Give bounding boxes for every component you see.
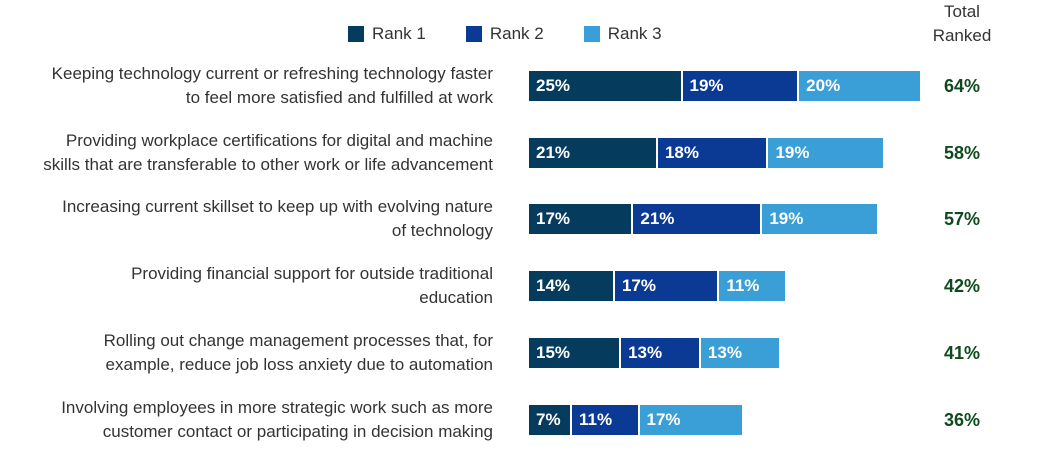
bar-segment-rank-1: 25% [529, 71, 681, 101]
legend-label-rank-2: Rank 2 [489, 24, 544, 43]
legend-item-rank-1: Rank 1 [348, 24, 426, 44]
bar-segment-rank-1: 17% [529, 204, 632, 234]
legend-swatch-rank-1 [348, 26, 364, 42]
bar-segment-rank-3: 11% [719, 271, 785, 301]
category-label-line: skills that are transferable to other wo… [43, 155, 493, 174]
category-label-line: to feel more satisfied and fulfilled at … [185, 88, 493, 107]
total-ranked-value: 36% [943, 410, 981, 430]
total-ranked-header: Total Ranked [920, 0, 1004, 48]
bar-segment-rank-3: 19% [762, 204, 877, 234]
category-label: Providing financial support for outside … [0, 262, 493, 310]
category-label-line: Keeping technology current or refreshing… [51, 64, 493, 83]
bar-segment-rank-2: 17% [614, 271, 718, 301]
legend-item-rank-3: Rank 3 [583, 24, 662, 44]
total-header-line-2: Ranked [932, 26, 992, 45]
category-label: Involving employees in more strategic wo… [0, 396, 493, 444]
legend: Rank 1 Rank 2 Rank 3 [348, 24, 662, 44]
bar-segment-rank-2: 19% [682, 71, 798, 101]
total-ranked-value: 41% [943, 343, 981, 363]
category-label-line: Involving employees in more strategic wo… [61, 398, 493, 417]
category-label-line: Providing workplace certifications for d… [65, 131, 493, 150]
bar-segment-rank-3: 13% [700, 338, 779, 368]
bar-segment-rank-2: 11% [571, 405, 638, 435]
category-label: Keeping technology current or refreshing… [0, 62, 493, 110]
legend-label-rank-1: Rank 1 [372, 24, 426, 43]
category-label-line: Increasing current skillset to keep up w… [62, 197, 493, 216]
category-label-line: of technology [391, 221, 493, 240]
bar-segment-rank-2: 13% [621, 338, 699, 368]
category-label-line: example, reduce job loss anxiety due to … [105, 355, 493, 374]
legend-label-rank-3: Rank 3 [607, 24, 662, 43]
category-label-line: Providing financial support for outside … [131, 264, 493, 283]
total-ranked-value: 58% [943, 143, 981, 163]
category-label: Rolling out change management processes … [0, 329, 493, 377]
total-ranked-value: 42% [943, 276, 981, 296]
category-label: Increasing current skillset to keep up w… [0, 195, 493, 243]
category-label-line: Rolling out change management processes … [103, 331, 493, 350]
bar-segment-rank-2: 18% [657, 138, 767, 168]
legend-swatch-rank-2 [465, 26, 482, 42]
bar-segment-rank-3: 17% [639, 405, 742, 435]
legend-swatch-rank-3 [583, 26, 600, 42]
bar-segment-rank-2: 21% [633, 204, 761, 234]
bar-segment-rank-1: 7% [529, 405, 570, 435]
category-label-line: customer contact or participating in dec… [102, 422, 493, 441]
category-label: Providing workplace certifications for d… [0, 129, 493, 177]
bar-segment-rank-3: 20% [799, 71, 920, 101]
category-label-line: education [419, 288, 493, 307]
total-ranked-value: 57% [943, 209, 981, 229]
total-header-line-1: Total [944, 2, 980, 21]
legend-item-rank-2: Rank 2 [465, 24, 544, 44]
bar-segment-rank-1: 14% [529, 271, 613, 301]
bar-segment-rank-1: 15% [529, 338, 620, 368]
total-ranked-value: 64% [943, 76, 981, 96]
bar-segment-rank-1: 21% [529, 138, 656, 168]
bar-segment-rank-3: 19% [768, 138, 884, 168]
